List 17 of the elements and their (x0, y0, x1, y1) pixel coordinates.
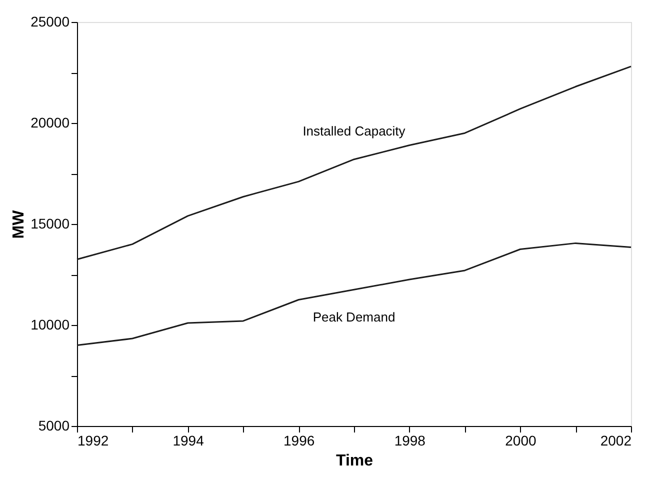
y-tick-label: 20000 (30, 114, 70, 130)
x-tick-label: 2002 (600, 432, 632, 448)
x-tick-label: 1994 (172, 432, 204, 448)
x-axis-title: Time (336, 452, 374, 470)
x-tick-label: 1998 (394, 432, 426, 448)
y-tick-label: 15000 (30, 216, 70, 232)
x-tick-label: 2000 (505, 432, 536, 448)
y-axis-title: MW (10, 209, 28, 239)
series-label: Installed Capacity (302, 123, 406, 138)
y-tick-label: 5000 (38, 418, 70, 434)
x-tick-label: 1992 (78, 432, 109, 448)
y-tick-label: 25000 (30, 14, 70, 30)
y-tick-label: 10000 (30, 316, 70, 332)
series-label: Peak Demand (312, 310, 396, 325)
line-series (76, 66, 632, 260)
line-series (76, 242, 632, 346)
x-tick-label: 1996 (284, 432, 315, 448)
